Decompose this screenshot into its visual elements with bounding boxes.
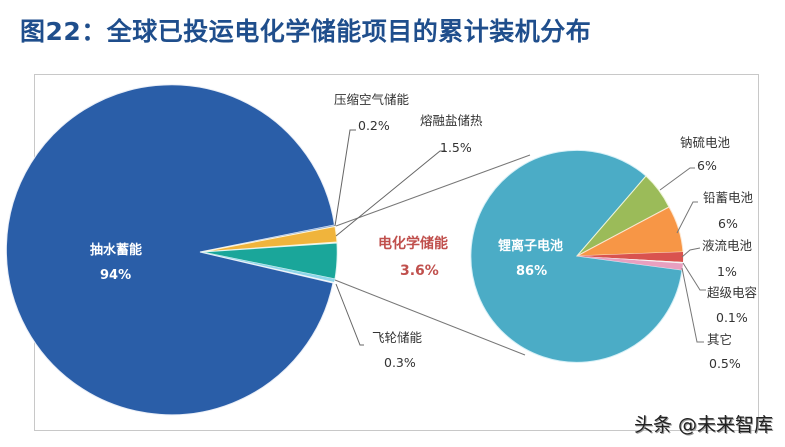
label-molten-salt-value: 1.5% bbox=[440, 140, 472, 155]
label-compressed-air-value: 0.2% bbox=[358, 118, 390, 133]
slice-molten-salt bbox=[201, 225, 338, 253]
label-lead-acid-name: 铅蓄电池 bbox=[703, 190, 754, 205]
label-flywheel-value: 0.3% bbox=[384, 355, 416, 370]
label-nas-value: 6% bbox=[697, 158, 717, 173]
label-electrochemical-name: 电化学储能 bbox=[378, 235, 448, 252]
label-pumped-hydro-value: 94% bbox=[100, 268, 131, 283]
slice-flywheel bbox=[202, 252, 335, 282]
label-other-value: 0.5% bbox=[709, 356, 741, 371]
slice-other bbox=[577, 256, 683, 270]
label-flow-value: 1% bbox=[717, 264, 737, 279]
source-watermark: 头条 @未来智库 bbox=[633, 414, 773, 436]
leader-lines-left bbox=[334, 129, 446, 346]
slice-electrochemical bbox=[201, 242, 338, 280]
label-flow-name: 液流电池 bbox=[702, 238, 753, 253]
leader-lines-right bbox=[659, 167, 706, 343]
label-molten-salt-name: 熔融盐储热 bbox=[420, 113, 483, 128]
slice-li-ion bbox=[470, 149, 683, 363]
label-compressed-air-name: 压缩空气储能 bbox=[334, 92, 410, 107]
connector-lines bbox=[334, 154, 531, 356]
left-pie bbox=[5, 84, 338, 416]
label-electrochemical-value: 3.6% bbox=[400, 263, 439, 279]
figure-title: 图22：全球已投运电化学储能项目的累计装机分布 bbox=[20, 17, 592, 46]
label-li-ion-name: 锂离子电池 bbox=[498, 238, 563, 254]
label-lead-acid-value: 6% bbox=[718, 216, 738, 231]
slice-lead-acid bbox=[576, 206, 684, 257]
label-supercap-name: 超级电容 bbox=[707, 285, 757, 300]
label-li-ion-value: 86% bbox=[516, 264, 547, 279]
label-other-name: 其它 bbox=[707, 332, 732, 347]
label-flywheel-name: 飞轮储能 bbox=[372, 330, 423, 345]
right-pie bbox=[470, 149, 684, 363]
slice-pumped-hydro bbox=[5, 84, 336, 416]
label-nas-name: 钠硫电池 bbox=[680, 135, 731, 150]
label-supercap-value: 0.1% bbox=[716, 310, 748, 325]
slice-flow bbox=[577, 252, 684, 262]
label-pumped-hydro-name: 抽水蓄能 bbox=[90, 242, 142, 258]
